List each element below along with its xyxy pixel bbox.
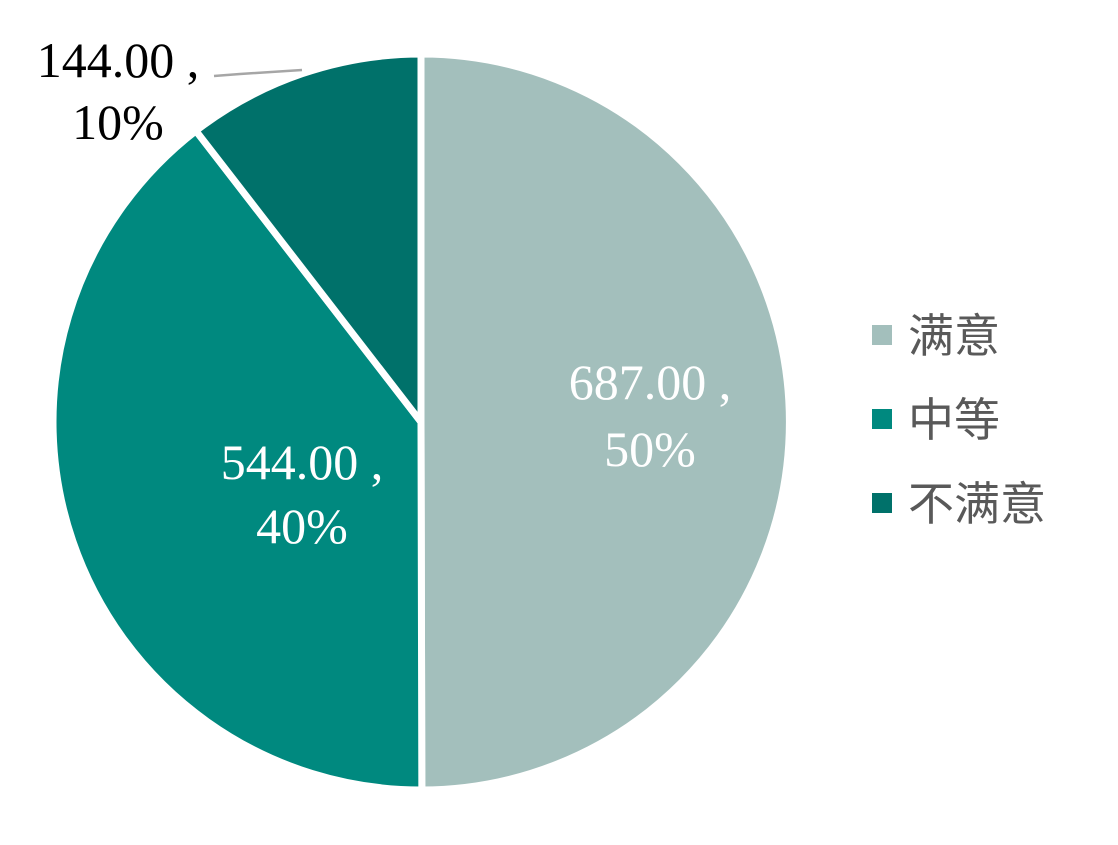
legend-label: 中等 (908, 393, 1000, 447)
legend-item-1: 满意 (872, 309, 1000, 363)
data-label-3: 144.00 , 10% (37, 32, 200, 150)
legend-swatch (872, 409, 892, 429)
data-label-value: 144.00 , (37, 32, 200, 88)
leader-lines (213, 68, 303, 78)
pie-slices (49, 50, 793, 794)
legend-item-2: 中等 (872, 393, 1000, 447)
data-label-value: 687.00 , (569, 354, 732, 410)
legend-label: 满意 (908, 309, 1000, 363)
data-label-percent: 40% (256, 498, 348, 554)
pie-slice-3 (192, 50, 425, 426)
pie-slice-1 (417, 50, 793, 794)
data-label-2: 544.00 , 40% (221, 434, 384, 554)
legend-label: 不满意 (908, 477, 1046, 531)
data-label-percent: 50% (604, 421, 696, 477)
data-label-1: 687.00 , 50% (569, 354, 732, 477)
leader-line-3 (213, 68, 303, 78)
data-label-percent: 10% (72, 94, 164, 150)
legend-swatch (872, 325, 892, 345)
legend-item-3: 不满意 (872, 477, 1046, 531)
legend-swatch (872, 493, 892, 513)
pie-slice-2 (49, 127, 426, 794)
data-label-value: 544.00 , (221, 434, 384, 490)
data-labels: 687.00 , 50% 544.00 , 40% 144.00 , 10% (37, 32, 732, 554)
